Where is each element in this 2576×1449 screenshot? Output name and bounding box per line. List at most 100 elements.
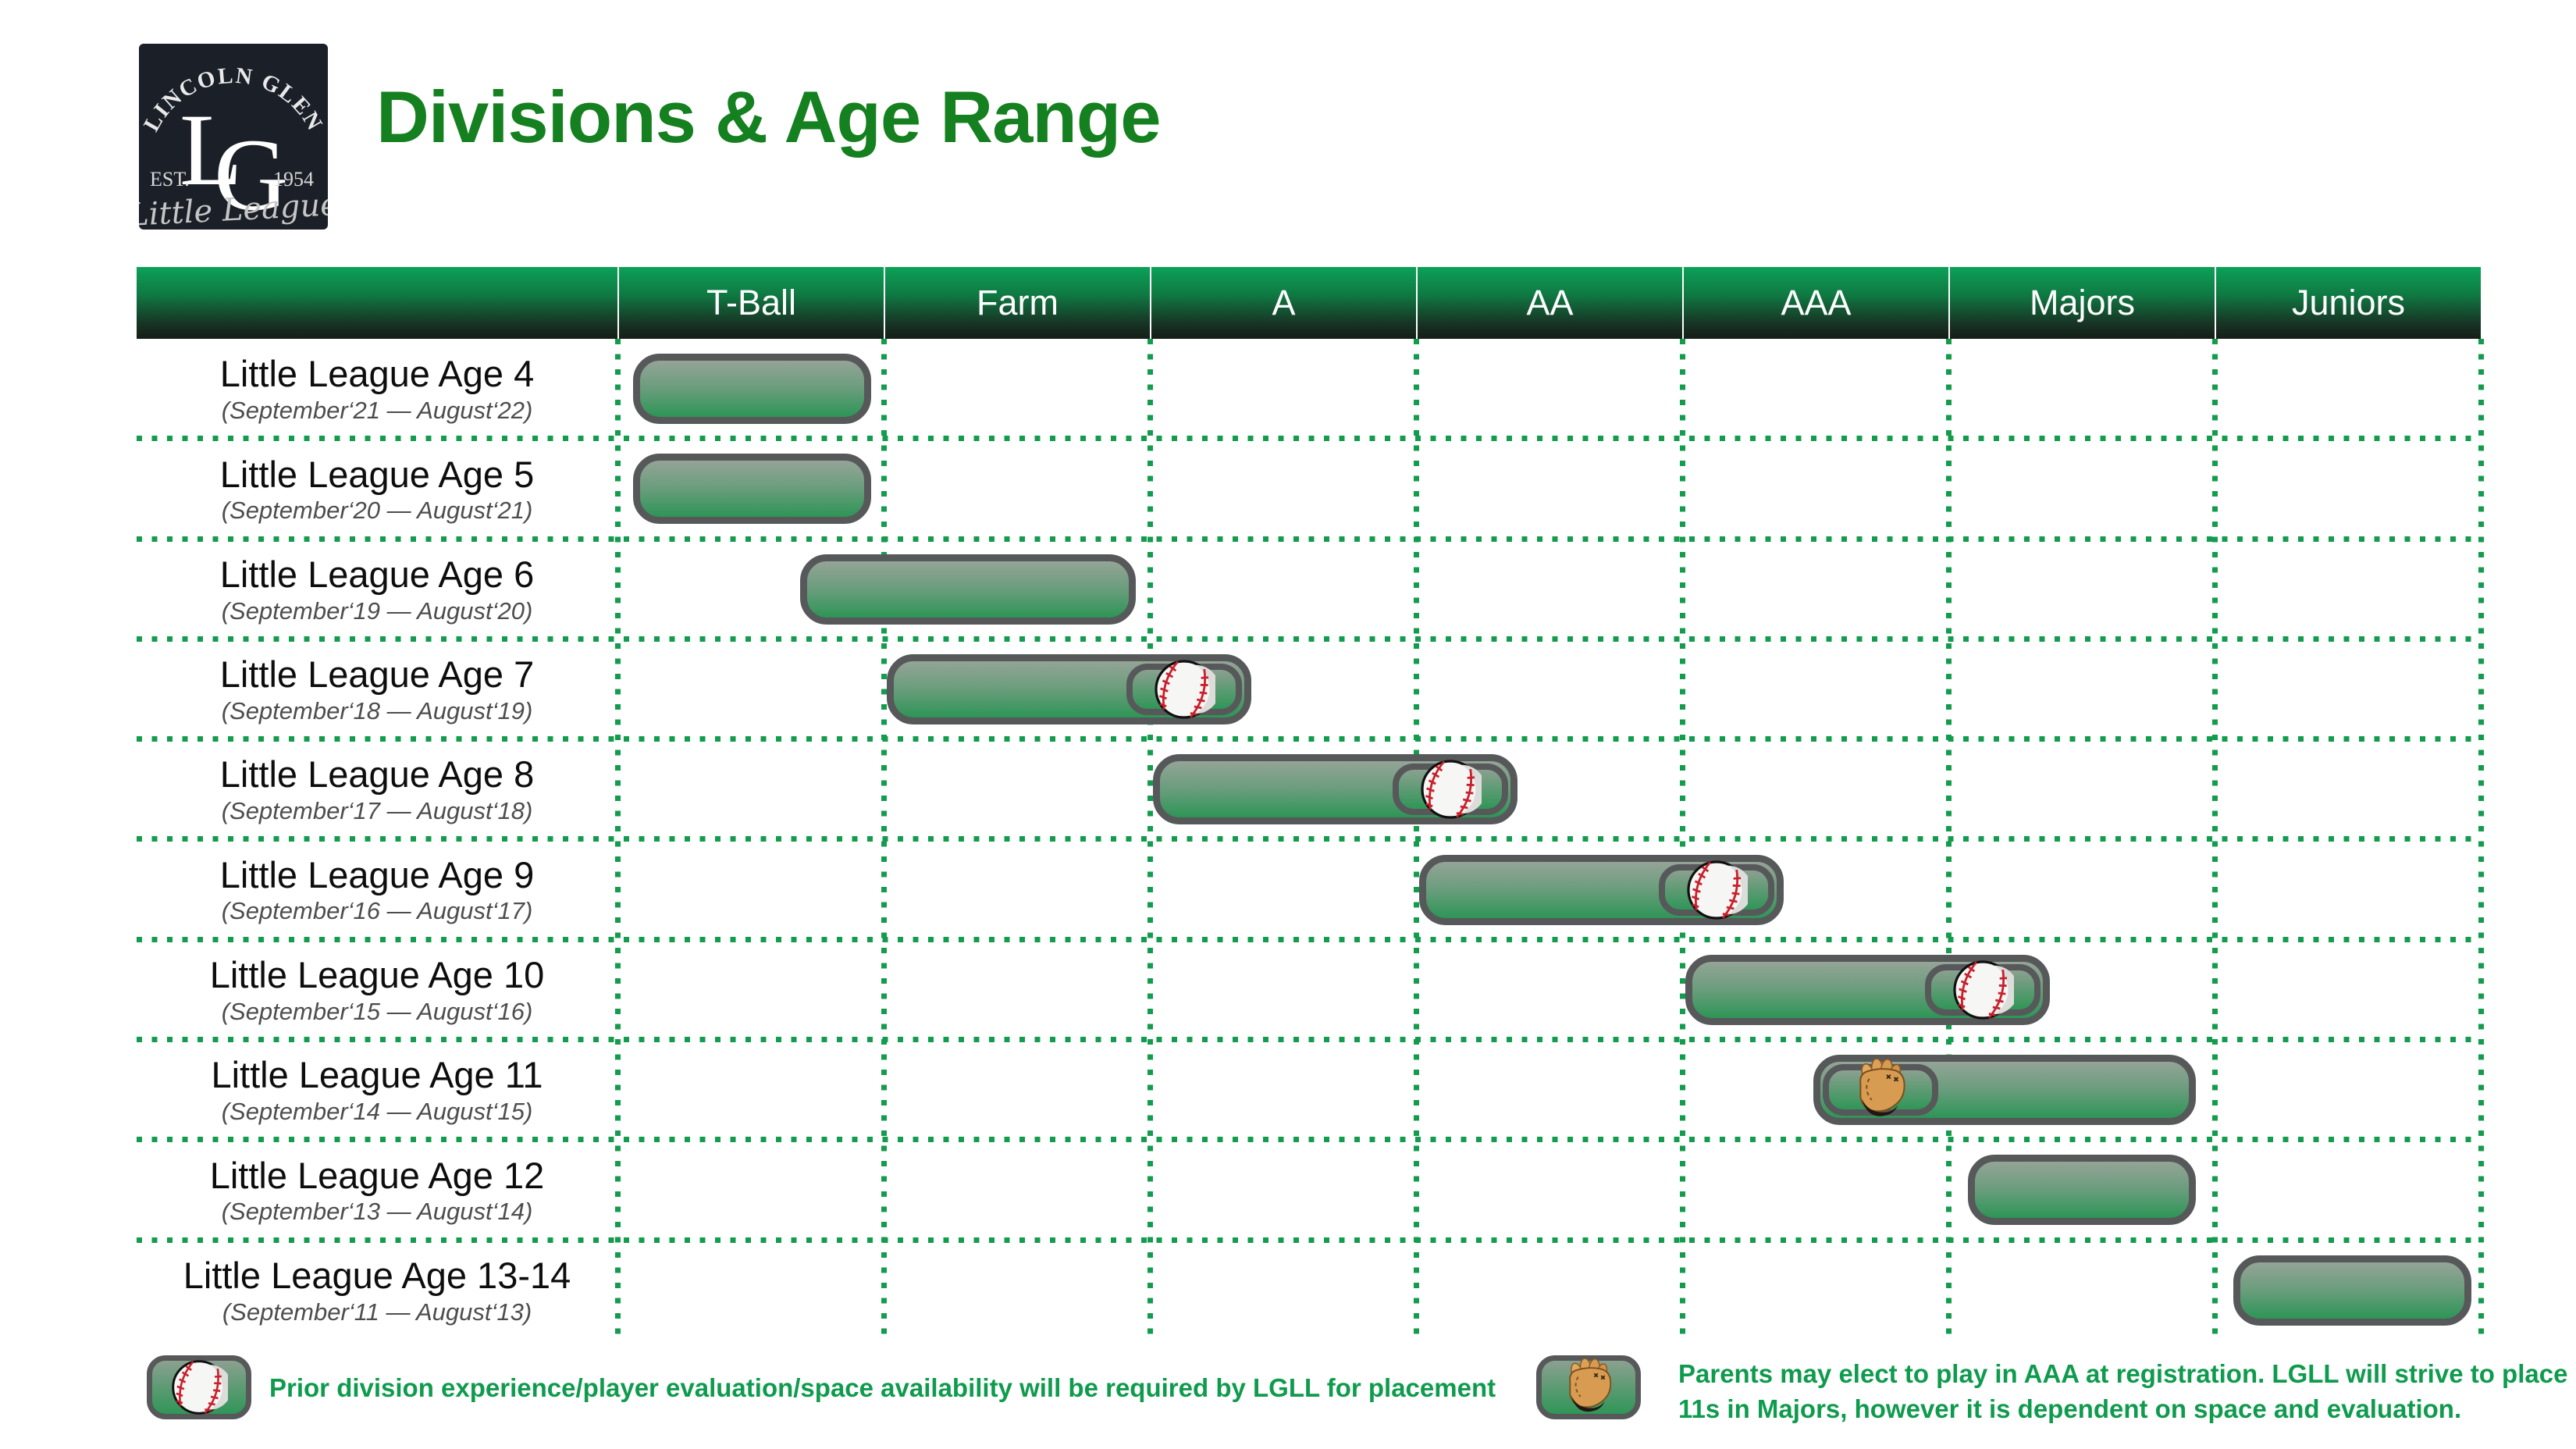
table-row: Little League Age 5 (September‘20 — Augu…	[137, 439, 2481, 542]
row-label-cell: Little League Age 6 (September‘19 — Augu…	[137, 539, 617, 639]
row-divider-dotted-line	[137, 836, 2481, 842]
row-label-cell: Little League Age 12 (September‘13 — Aug…	[137, 1140, 617, 1240]
division-bar	[1967, 1155, 2197, 1226]
baseball-icon	[1685, 859, 1748, 921]
division-bar	[2233, 1255, 2471, 1326]
birth-range-label: (September‘19 — August‘20)	[221, 596, 533, 625]
glove-icon	[1849, 1059, 1912, 1121]
table-row: Little League Age 12 (September‘13 — Aug…	[137, 1140, 2481, 1243]
logo-year: 1954	[273, 168, 314, 190]
row-label-cell: Little League Age 7 (September‘18 — Augu…	[137, 639, 617, 739]
table-row: Little League Age 4 (September‘21 — Augu…	[137, 339, 2481, 442]
legend-baseball-text: Prior division experience/player evaluat…	[269, 1372, 1496, 1402]
row-chart-cell	[617, 1140, 2481, 1240]
row-label-cell: Little League Age 11 (September‘14 — Aug…	[137, 1040, 617, 1140]
birth-range-label: (September‘14 — August‘15)	[221, 1098, 533, 1125]
birth-range-label: (September‘15 — August‘16)	[221, 997, 533, 1025]
row-label-cell: Little League Age 9 (September‘16 — Augu…	[137, 840, 617, 940]
legend-glove-text: Parents may elect to play in AAA at regi…	[1678, 1359, 2568, 1423]
age-label: Little League Age 4	[219, 353, 535, 395]
header-cell-aaa: AAA	[1682, 267, 1948, 339]
bar-cap	[1924, 960, 2041, 1020]
row-chart-cell	[617, 840, 2481, 940]
header-cell-tball: T-Ball	[617, 267, 884, 339]
row-divider-dotted-line	[137, 1237, 2481, 1243]
row-chart-cell	[617, 639, 2481, 739]
division-bar	[632, 354, 871, 424]
birth-range-label: (September‘21 — August‘22)	[221, 396, 533, 424]
bar-cap	[1126, 660, 1242, 719]
table-row: Little League Age 8 (September‘17 — Augu…	[137, 739, 2481, 842]
row-chart-cell	[617, 439, 2481, 539]
baseball-icon	[170, 1358, 228, 1416]
division-bar	[1813, 1055, 2197, 1126]
bar-cap	[1392, 760, 1508, 819]
header-cell-farm: Farm	[884, 267, 1150, 339]
header-spacer-cell	[137, 267, 617, 339]
row-label-cell: Little League Age 13-14 (September‘11 — …	[137, 1241, 617, 1340]
table-row: Little League Age 13-14 (September‘11 — …	[137, 1241, 2481, 1340]
row-chart-cell	[617, 940, 2481, 1040]
division-bar	[1153, 754, 1517, 825]
row-label-cell: Little League Age 5 (September‘20 — Augu…	[137, 439, 617, 539]
header-cell-aa: AA	[1416, 267, 1682, 339]
lincoln-glen-logo: LINCOLN GLEN L G EST. 1954 Little League	[139, 44, 328, 230]
table-row: Little League Age 10 (September‘15 — Aug…	[137, 940, 2481, 1043]
row-chart-cell	[617, 1040, 2481, 1140]
row-divider-dotted-line	[137, 436, 2481, 442]
birth-range-label: (September‘16 — August‘17)	[221, 897, 533, 925]
logo-monogram-l: L	[180, 92, 243, 207]
age-label: Little League Age 5	[219, 453, 535, 495]
birth-range-label: (September‘17 — August‘18)	[221, 797, 533, 825]
table-body: Little League Age 4 (September‘21 — Augu…	[137, 339, 2484, 1340]
row-label-cell: Little League Age 10 (September‘15 — Aug…	[137, 940, 617, 1040]
birth-range-label: (September‘18 — August‘19)	[221, 696, 533, 724]
division-bar	[799, 554, 1136, 625]
baseball-icon	[1952, 959, 2014, 1021]
birth-range-label: (September‘11 — August‘13)	[222, 1298, 532, 1326]
row-chart-cell	[617, 739, 2481, 839]
row-chart-cell	[617, 339, 2481, 439]
table-row: Little League Age 9 (September‘16 — Augu…	[137, 840, 2481, 942]
row-divider-dotted-line	[137, 1137, 2481, 1143]
header-cell-juniors: Juniors	[2215, 267, 2481, 339]
header-cell-majors: Majors	[1948, 267, 2215, 339]
row-divider-dotted-line	[137, 936, 2481, 942]
baseball-icon	[1153, 658, 1215, 721]
baseball-icon	[1419, 758, 1482, 821]
age-label: Little League Age 8	[219, 753, 535, 796]
page-title: Divisions & Age Range	[376, 76, 1162, 158]
age-label: Little League Age 10	[209, 954, 545, 996]
age-label: Little League Age 12	[209, 1154, 545, 1196]
division-bar	[887, 653, 1251, 724]
row-chart-cell	[617, 539, 2481, 639]
birth-range-label: (September‘20 — August‘21)	[221, 497, 533, 525]
table-row: Little League Age 6 (September‘19 — Augu…	[137, 539, 2481, 642]
row-chart-cell	[617, 1241, 2481, 1340]
header-cell-a: A	[1150, 267, 1416, 339]
age-label: Little League Age 6	[219, 553, 535, 595]
legend-baseball-chip	[147, 1355, 251, 1419]
age-label: Little League Age 11	[211, 1054, 543, 1096]
row-divider-dotted-line	[137, 736, 2481, 742]
table-row: Little League Age 7 (September‘18 — Augu…	[137, 639, 2481, 742]
age-label: Little League Age 9	[219, 853, 535, 895]
division-bar	[632, 454, 871, 525]
column-dotted-line	[2478, 339, 2484, 1340]
legend-glove-chip	[1536, 1355, 1641, 1419]
division-bar	[1685, 954, 2050, 1025]
logo-background	[139, 44, 328, 230]
bar-cap	[1823, 1059, 1939, 1116]
glove-icon	[1560, 1358, 1617, 1416]
age-label: Little League Age 7	[219, 653, 535, 696]
table-header: T-Ball Farm A AA AAA Majors Juniors	[137, 267, 2481, 339]
row-divider-dotted-line	[137, 635, 2481, 642]
row-label-cell: Little League Age 4 (September‘21 — Augu…	[137, 339, 617, 439]
birth-range-label: (September‘13 — August‘14)	[221, 1198, 533, 1226]
division-bar	[1419, 854, 1784, 925]
logo-monogram-g: G	[214, 117, 288, 230]
row-divider-dotted-line	[137, 536, 2481, 542]
table-row: Little League Age 11 (September‘14 — Aug…	[137, 1040, 2481, 1143]
row-label-cell: Little League Age 8 (September‘17 — Augu…	[137, 739, 617, 839]
bar-cap	[1658, 860, 1774, 920]
